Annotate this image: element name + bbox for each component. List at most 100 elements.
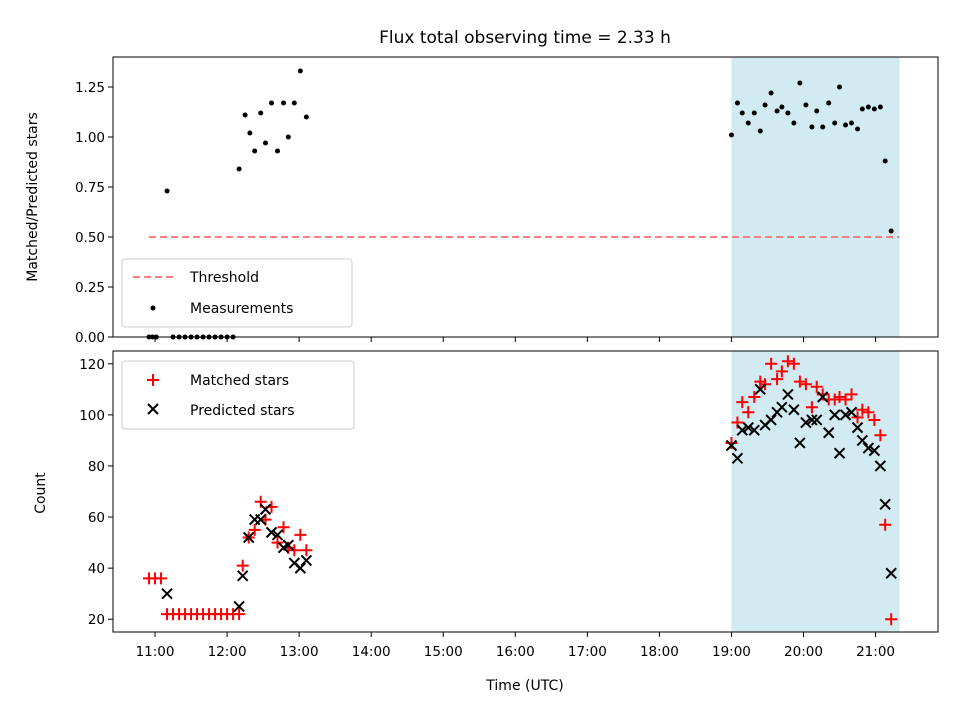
measurement-point — [820, 124, 826, 130]
matched-star-point — [271, 536, 284, 549]
predicted-star-point — [879, 498, 891, 510]
matched-star-point — [816, 388, 829, 401]
matched-star-point — [288, 544, 301, 557]
measurement-point — [263, 140, 269, 146]
threshold-legend-label: Threshold — [189, 270, 259, 286]
x-tick-label: 14:00 — [352, 644, 391, 660]
matched-star-point — [300, 544, 313, 557]
predicted-star-point — [788, 404, 800, 416]
matched-star-point — [233, 608, 246, 621]
y-tick-label: 60 — [88, 510, 105, 526]
x-tick-label: 12:00 — [208, 644, 247, 660]
matched-star-point — [793, 375, 806, 388]
measurement-point — [768, 90, 774, 96]
matched-star-point — [748, 390, 761, 403]
measurement-point — [826, 100, 832, 106]
measurement-point — [745, 120, 751, 126]
matched-star-point — [248, 523, 261, 536]
top-panel: 0.00 0.25 0.50 0.75 1.00 1.25 Matched/Predict… — [25, 56, 939, 346]
x-tick-label: 19:00 — [712, 644, 751, 660]
y-tick-label: 80 — [88, 459, 105, 475]
matched-star-point — [799, 378, 812, 391]
measurement-point — [774, 108, 780, 114]
bottom-legend-box — [121, 360, 355, 430]
predicted-star-point — [839, 409, 852, 421]
predicted-star-point — [294, 562, 307, 574]
x-tick-label: 17:00 — [568, 644, 607, 660]
measurement-point — [258, 110, 264, 116]
matched-star-point — [277, 521, 290, 534]
predicted-star-point — [851, 421, 864, 434]
predicted-star-point — [845, 406, 858, 419]
predicted-star-point — [754, 383, 766, 396]
y-tick-label: 40 — [88, 561, 105, 577]
predicted-star-point — [254, 513, 267, 526]
measurement-point — [164, 188, 170, 194]
predicted-star-point — [800, 416, 812, 429]
predicted-star-point — [817, 391, 829, 403]
matched-star-point — [775, 365, 788, 378]
measurement-point — [871, 106, 877, 112]
predicted-star-point — [236, 570, 249, 582]
matched-star-point — [856, 403, 869, 416]
matched-star-point — [725, 436, 738, 449]
measurements-legend-label: Measurements — [190, 301, 293, 317]
predicted-star-point — [833, 447, 846, 459]
bottom-panel: 20 40 60 80 100 120 11:00 12:00 13:00 14:00 15:00… — [33, 350, 939, 694]
predicted-star-point — [811, 414, 823, 426]
measurement-point — [882, 158, 888, 164]
chart-title: Flux total observing time = 2.33 h — [379, 28, 671, 48]
x-tick-label: 15:00 — [424, 644, 463, 660]
measurement-point — [832, 120, 838, 126]
top-y-axis-label: Matched/Predicted stars — [25, 112, 41, 282]
matched-stars-legend-label: Matched stars — [190, 373, 289, 389]
predicted-star-point — [161, 587, 173, 600]
measurement-point — [247, 130, 253, 136]
top-legend: Threshold Measurements — [121, 258, 353, 328]
y-tick-label: 1.00 — [75, 130, 105, 146]
measurement-point — [751, 110, 757, 116]
matched-star-point — [765, 357, 778, 370]
measurement-point — [865, 104, 871, 110]
predicted-star-point — [856, 434, 869, 447]
measurement-point — [236, 166, 242, 172]
measurement-point — [859, 106, 865, 112]
predicted-star-point — [736, 424, 748, 436]
matched-star-point — [805, 401, 818, 414]
predicted-star-point — [242, 531, 255, 544]
matched-star-point — [155, 572, 168, 585]
predicted-star-point — [868, 444, 881, 457]
predicted-star-point — [300, 554, 313, 567]
measurement-point — [888, 228, 894, 234]
measurement-point — [757, 128, 763, 134]
measurement-point — [855, 126, 861, 132]
matched-stars-legend-swatch — [147, 374, 159, 386]
measurement-point — [762, 102, 768, 108]
predicted-star-point — [731, 452, 744, 464]
measurement-point — [297, 68, 303, 74]
measurements-legend-swatch — [150, 305, 156, 311]
matched-star-point — [294, 528, 307, 541]
x-tick-label: 11:00 — [136, 644, 175, 660]
y-tick-label: 0.50 — [75, 230, 105, 246]
predicted-star-point — [765, 414, 777, 426]
measurement-point — [291, 100, 297, 106]
predicted-stars-legend-label: Predicted stars — [190, 403, 295, 419]
matched-star-point — [236, 559, 249, 572]
top-legend-box — [121, 258, 353, 328]
measurement-point — [849, 120, 855, 126]
y-tick-label: 0.25 — [75, 280, 105, 296]
x-tick-label: 20:00 — [784, 644, 823, 660]
predicted-star-point — [874, 460, 887, 472]
measurement-point — [779, 104, 785, 110]
top-axes-frame — [112, 56, 939, 338]
matched-star-point — [736, 396, 749, 409]
y-tick-label: 1.25 — [75, 80, 105, 96]
measurement-point — [814, 108, 820, 114]
measurement-point — [803, 102, 809, 108]
x-tick-label: 21:00 — [856, 644, 895, 660]
matched-star-point — [810, 380, 823, 393]
predicted-star-point — [782, 388, 794, 401]
matched-star-point — [868, 413, 881, 426]
